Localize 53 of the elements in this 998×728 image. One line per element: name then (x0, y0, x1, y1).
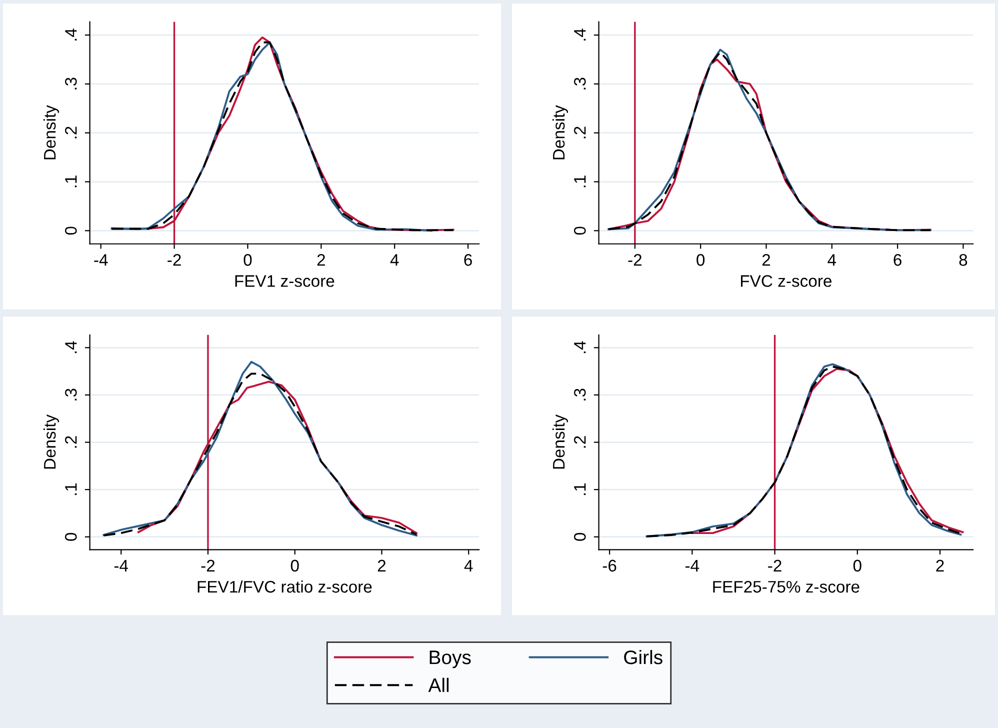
x-tick-label: 0 (244, 254, 252, 266)
y-tick-label: .2 (574, 126, 586, 138)
y-tick-label: 0 (574, 532, 586, 541)
x-tick-label: 2 (317, 254, 325, 266)
y-tick-label: .2 (574, 436, 586, 448)
x-tick-label: 4 (828, 254, 836, 266)
x-tick-label: 4 (390, 254, 399, 266)
x-axis-title: FEV1/FVC ratio z-score (198, 580, 372, 593)
x-axis-title: FEV1 z-score (235, 275, 334, 287)
x-tick-label: -4 (114, 560, 128, 572)
x-tick-label: 0 (696, 254, 705, 266)
y-tick-label: .4 (574, 341, 586, 354)
legend-label: Boys (430, 650, 471, 668)
y-tick-label: .4 (65, 341, 77, 354)
y-tick-label: .3 (65, 78, 77, 90)
x-tick-label: 8 (959, 254, 968, 266)
y-axis-title: Density (552, 105, 568, 160)
y-tick-label: .1 (574, 176, 586, 188)
y-tick-label: .3 (65, 388, 77, 400)
y-tick-label: .1 (65, 176, 77, 188)
x-tick-label: 2 (378, 560, 386, 572)
y-tick-label: .3 (574, 388, 586, 400)
y-axis-title: Density (43, 414, 60, 469)
y-tick-label: .2 (65, 126, 77, 138)
y-tick-label: 0 (574, 226, 586, 235)
x-tick-label: -4 (94, 254, 108, 266)
y-tick-label: .3 (574, 78, 586, 90)
legend-label: Girls (624, 650, 662, 664)
x-tick-label: -2 (201, 560, 215, 572)
y-axis-title: Density (552, 414, 568, 469)
x-tick-label: 0 (853, 560, 862, 572)
y-tick-label: .2 (65, 436, 77, 448)
x-axis-title: FEF25-75% z-score (713, 580, 860, 593)
y-axis-title: Density (43, 105, 60, 160)
y-tick-label: .4 (574, 28, 586, 40)
x-tick-label: 6 (464, 254, 472, 266)
x-axis-title: FVC z-score (740, 275, 832, 287)
x-tick-label: 4 (464, 560, 473, 572)
y-tick-label: .4 (65, 28, 77, 40)
x-tick-label: 2 (762, 254, 770, 266)
x-tick-label: 0 (290, 560, 299, 572)
x-tick-label: 2 (936, 560, 944, 572)
y-tick-label: .1 (65, 483, 77, 495)
x-tick-label: 6 (894, 254, 902, 266)
x-tick-label: -4 (685, 560, 700, 572)
y-tick-label: 0 (65, 532, 77, 541)
x-tick-label: -2 (768, 560, 782, 572)
x-tick-label: -2 (168, 254, 181, 266)
x-tick-label: -2 (628, 254, 642, 266)
y-tick-label: .1 (574, 483, 586, 495)
y-tick-label: 0 (65, 226, 77, 235)
x-tick-label: -6 (602, 560, 616, 572)
legend-label: All (428, 678, 449, 692)
